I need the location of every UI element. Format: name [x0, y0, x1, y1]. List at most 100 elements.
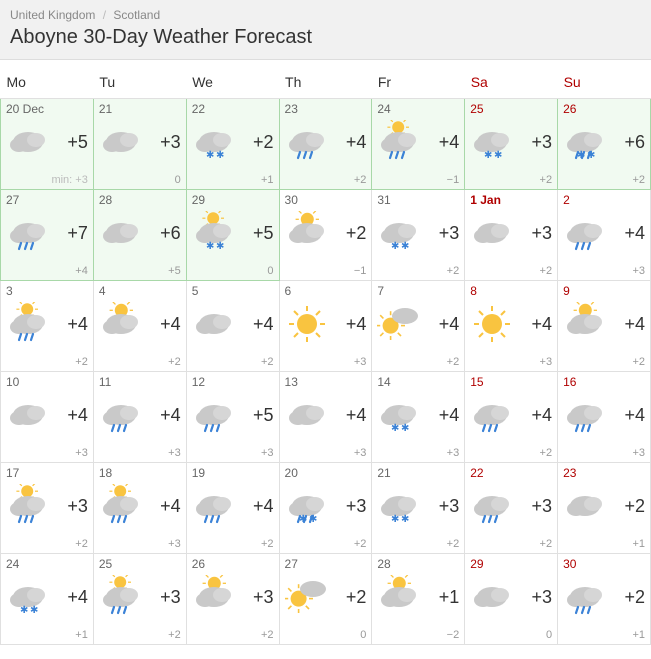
high-temp: +4	[439, 314, 460, 335]
forecast-cell[interactable]: 30+2+1	[558, 554, 651, 645]
page-title: Aboyne 30-Day Weather Forecast	[10, 26, 641, 49]
partly-sun-icon	[563, 302, 607, 346]
forecast-cell[interactable]: 25+3+2	[465, 99, 558, 190]
day-number: 27	[6, 194, 88, 206]
high-temp: +4	[67, 587, 88, 608]
low-temp: +3	[261, 447, 274, 459]
high-temp: +4	[439, 405, 460, 426]
cloudy-icon	[6, 120, 50, 164]
low-temp: +2	[540, 265, 553, 277]
forecast-cell[interactable]: 26+6+2	[558, 99, 651, 190]
forecast-cell[interactable]: 26+3+2	[186, 554, 279, 645]
high-temp: +4	[624, 314, 645, 335]
forecast-cell[interactable]: 16+4+3	[558, 372, 651, 463]
forecast-cell[interactable]: 15+4+2	[465, 372, 558, 463]
forecast-cell[interactable]: 24+4+1	[1, 554, 94, 645]
forecast-cell[interactable]: 23+4+2	[279, 99, 372, 190]
forecast-cell[interactable]: 22+3+2	[465, 463, 558, 554]
forecast-cell[interactable]: 25+3+2	[93, 554, 186, 645]
low-temp: −1	[447, 174, 460, 186]
forecast-cell[interactable]: 30+2−1	[279, 190, 372, 281]
day-number: 11	[99, 376, 181, 388]
low-temp: +2	[354, 538, 367, 550]
breadcrumb-country[interactable]: United Kingdom	[10, 8, 95, 22]
forecast-grid: MoTuWeThFrSaSu 20 Dec+5min: +321+3022+2+…	[0, 60, 651, 645]
partly-sun-icon	[192, 575, 236, 619]
forecast-cell[interactable]: 1 Jan+3+2	[465, 190, 558, 281]
forecast-cell[interactable]: 28+6+5	[93, 190, 186, 281]
high-temp: +5	[253, 405, 274, 426]
forecast-cell[interactable]: 13+4+3	[279, 372, 372, 463]
forecast-cell[interactable]: 12+5+3	[186, 372, 279, 463]
forecast-cell[interactable]: 22+2+1	[186, 99, 279, 190]
snow-icon	[377, 211, 421, 255]
forecast-cell[interactable]: 27+7+4	[1, 190, 94, 281]
rain-icon	[99, 393, 143, 437]
high-temp: +4	[160, 405, 181, 426]
high-temp: +2	[624, 587, 645, 608]
forecast-cell[interactable]: 31+3+2	[372, 190, 465, 281]
low-temp: 0	[267, 265, 273, 277]
forecast-cell[interactable]: 27+20	[279, 554, 372, 645]
day-number: 16	[563, 376, 645, 388]
rain-icon	[285, 120, 329, 164]
day-number: 10	[6, 376, 88, 388]
low-temp: +2	[354, 174, 367, 186]
forecast-cell[interactable]: 17+3+2	[1, 463, 94, 554]
forecast-cell[interactable]: 7+4+2	[372, 281, 465, 372]
breadcrumb-region[interactable]: Scotland	[113, 8, 160, 22]
day-number: 29	[470, 558, 552, 570]
forecast-cell[interactable]: 14+4+3	[372, 372, 465, 463]
low-temp: +2	[540, 447, 553, 459]
forecast-cell[interactable]: 3+4+2	[1, 281, 94, 372]
forecast-cell[interactable]: 20 Dec+5min: +3	[1, 99, 94, 190]
day-number: 5	[192, 285, 274, 297]
weekday-header: Th	[279, 60, 372, 99]
day-number: 4	[99, 285, 181, 297]
day-number: 7	[377, 285, 459, 297]
cloudy-icon	[563, 484, 607, 528]
cloudy-icon	[99, 211, 143, 255]
cloudy-icon	[192, 302, 236, 346]
forecast-cell[interactable]: 4+4+2	[93, 281, 186, 372]
high-temp: +3	[160, 587, 181, 608]
forecast-cell[interactable]: 24+4−1	[372, 99, 465, 190]
high-temp: +3	[439, 496, 460, 517]
forecast-cell[interactable]: 29+50	[186, 190, 279, 281]
high-temp: +4	[439, 132, 460, 153]
day-number: 26	[563, 103, 645, 115]
forecast-cell[interactable]: 28+1−2	[372, 554, 465, 645]
forecast-cell[interactable]: 9+4+2	[558, 281, 651, 372]
day-number: 6	[285, 285, 367, 297]
snow-icon	[6, 575, 50, 619]
forecast-cell[interactable]: 23+2+1	[558, 463, 651, 554]
forecast-cell[interactable]: 10+4+3	[1, 372, 94, 463]
forecast-cell[interactable]: 29+30	[465, 554, 558, 645]
rain-icon	[470, 484, 514, 528]
day-number: 28	[377, 558, 459, 570]
forecast-cell[interactable]: 11+4+3	[93, 372, 186, 463]
forecast-cell[interactable]: 20+3+2	[279, 463, 372, 554]
sun-icon	[470, 302, 514, 346]
forecast-cell[interactable]: 18+4+3	[93, 463, 186, 554]
rain-icon	[563, 575, 607, 619]
cloudy-icon	[6, 393, 50, 437]
low-temp: −1	[354, 265, 367, 277]
breadcrumb[interactable]: United Kingdom / Scotland	[10, 8, 641, 22]
high-temp: +4	[253, 496, 274, 517]
forecast-cell[interactable]: 8+4+3	[465, 281, 558, 372]
high-temp: +2	[346, 587, 367, 608]
forecast-cell[interactable]: 6+4+3	[279, 281, 372, 372]
forecast-cell[interactable]: 2+4+3	[558, 190, 651, 281]
day-number: 26	[192, 558, 274, 570]
forecast-cell[interactable]: 21+3+2	[372, 463, 465, 554]
low-temp: +2	[632, 356, 645, 368]
forecast-cell[interactable]: 21+30	[93, 99, 186, 190]
high-temp: +3	[160, 132, 181, 153]
forecast-cell[interactable]: 5+4+2	[186, 281, 279, 372]
sleet-icon	[285, 484, 329, 528]
partly-sun-rain-icon	[6, 484, 50, 528]
cloudy-icon	[470, 211, 514, 255]
forecast-cell[interactable]: 19+4+2	[186, 463, 279, 554]
weekday-header: Fr	[372, 60, 465, 99]
